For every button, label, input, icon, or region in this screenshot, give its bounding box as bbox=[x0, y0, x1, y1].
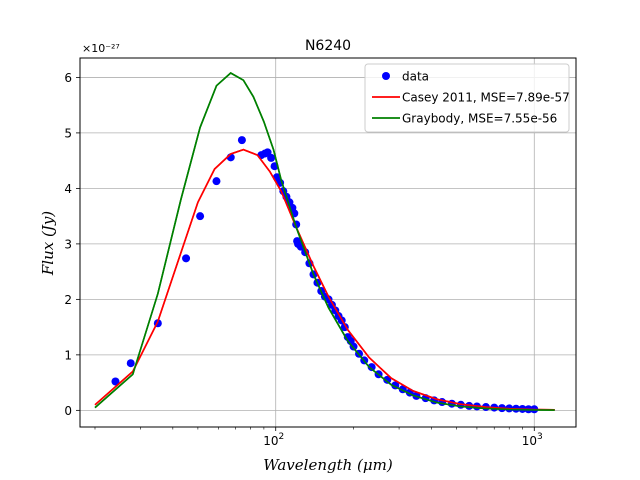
y-tick-label: 4 bbox=[64, 182, 72, 196]
axes-frame bbox=[79, 57, 577, 428]
chart-title: N6240 bbox=[305, 38, 351, 54]
y-tick-label: 1 bbox=[64, 348, 72, 362]
y-axis-label: Flux (Jy) bbox=[39, 211, 57, 276]
data-point bbox=[367, 363, 376, 372]
data-point bbox=[267, 153, 276, 162]
plot-area bbox=[94, 72, 555, 414]
series-line-overlay bbox=[94, 148, 555, 411]
series-line-overlay bbox=[94, 72, 555, 411]
x-tick-label: 102 bbox=[263, 432, 284, 448]
legend-label: data bbox=[402, 70, 429, 84]
data-point bbox=[126, 359, 135, 368]
legend-label: Graybody, MSE=7.55e-56 bbox=[402, 112, 557, 126]
y-tick-label: 5 bbox=[64, 126, 72, 140]
axis-ticks: 0 1 2 3 4 5 6 102 103 bbox=[64, 71, 542, 448]
y-axis-multiplier: ×10⁻²⁷ bbox=[82, 42, 120, 55]
legend-box bbox=[364, 63, 570, 133]
legend-label: Casey 2011, MSE=7.89e-57 bbox=[402, 91, 570, 105]
legend-marker bbox=[382, 72, 390, 80]
y-tick-label: 2 bbox=[64, 293, 72, 307]
y-tick-label: 3 bbox=[64, 237, 72, 251]
y-tick-label: 0 bbox=[64, 404, 72, 418]
legend: data Casey 2011, MSE=7.89e-57 Graybody, MS… bbox=[364, 63, 570, 133]
x-axis-label: Wavelength (μm) bbox=[263, 456, 393, 474]
y-tick-label: 6 bbox=[64, 71, 72, 85]
data-point bbox=[111, 377, 120, 386]
x-tick-label: 103 bbox=[522, 432, 543, 448]
data-point bbox=[383, 375, 392, 384]
data-point bbox=[196, 212, 205, 221]
data-point bbox=[182, 254, 191, 263]
data-point bbox=[237, 136, 246, 145]
data-point bbox=[212, 177, 221, 186]
